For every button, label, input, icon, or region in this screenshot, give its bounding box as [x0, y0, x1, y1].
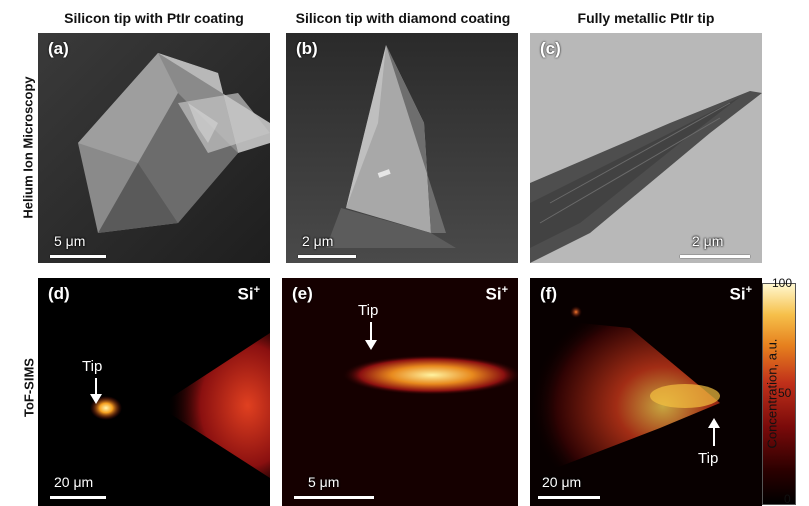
- ion-label-e: Si+: [485, 284, 509, 304]
- panel-b: (b) 2 μm: [286, 33, 518, 263]
- row-label-him: Helium Ion Microscopy: [20, 76, 36, 219]
- sims-map-f: [530, 306, 720, 478]
- scalebar-b: [298, 255, 356, 258]
- panel-c: (c) 2 μm: [530, 33, 762, 263]
- panel-e: (e) Si+ Tip 5 μm: [282, 278, 518, 506]
- scalebar-a: [50, 255, 106, 258]
- colorbar-tick-50: 50: [778, 386, 792, 400]
- scalebar-f: [538, 496, 600, 499]
- scalebar-text-f: 20 μm: [542, 474, 582, 490]
- tip-arrow-f: [708, 418, 720, 446]
- tip-label-e: Tip: [358, 302, 379, 319]
- tip-arrow-e: [365, 322, 377, 350]
- him-image-b: [286, 33, 518, 263]
- column-title-ptir-coated: Silicon tip with PtIr coating: [64, 10, 244, 26]
- ion-label-d: Si+: [237, 284, 261, 304]
- panel-label-c: (c): [540, 39, 561, 58]
- colorbar: [762, 283, 796, 505]
- panel-label-e: (e): [292, 284, 313, 303]
- him-image-a: [38, 33, 270, 263]
- sims-map-d: [90, 333, 270, 478]
- panel-a: (a) 5 μm: [38, 33, 270, 263]
- colorbar-label: Concentration, a.u.: [764, 338, 780, 449]
- tip-label-d: Tip: [82, 358, 103, 375]
- ion-label-f: Si+: [729, 284, 753, 304]
- panel-label-b: (b): [296, 39, 318, 58]
- colorbar-tick-100: 100: [772, 276, 793, 290]
- panel-d: (d) Si+ Tip 20 μm: [38, 278, 270, 506]
- panel-label-a: (a): [48, 39, 69, 58]
- him-image-c: [530, 33, 762, 263]
- scalebar-c: [680, 255, 750, 258]
- tip-arrow-d: [90, 378, 102, 404]
- sims-map-e: [342, 355, 518, 395]
- column-title-metallic-ptir: Fully metallic PtIr tip: [577, 10, 715, 26]
- panel-label-f: (f): [540, 284, 557, 303]
- tip-label-f: Tip: [698, 450, 719, 467]
- scalebar-e: [294, 496, 374, 499]
- row-label-tofsims: ToF-SIMS: [21, 358, 37, 417]
- scalebar-d: [50, 496, 106, 499]
- colorbar-tick-0: 0: [784, 492, 791, 506]
- panel-f: (f) Si+ Tip 20 μm: [530, 278, 762, 506]
- scalebar-text-c: 2 μm: [692, 233, 724, 249]
- panel-label-d: (d): [48, 284, 70, 303]
- scalebar-text-e: 5 μm: [308, 474, 340, 490]
- column-title-diamond-coated: Silicon tip with diamond coating: [295, 10, 511, 26]
- scalebar-text-b: 2 μm: [302, 233, 334, 249]
- scalebar-text-d: 20 μm: [54, 474, 94, 490]
- scalebar-text-a: 5 μm: [54, 233, 86, 249]
